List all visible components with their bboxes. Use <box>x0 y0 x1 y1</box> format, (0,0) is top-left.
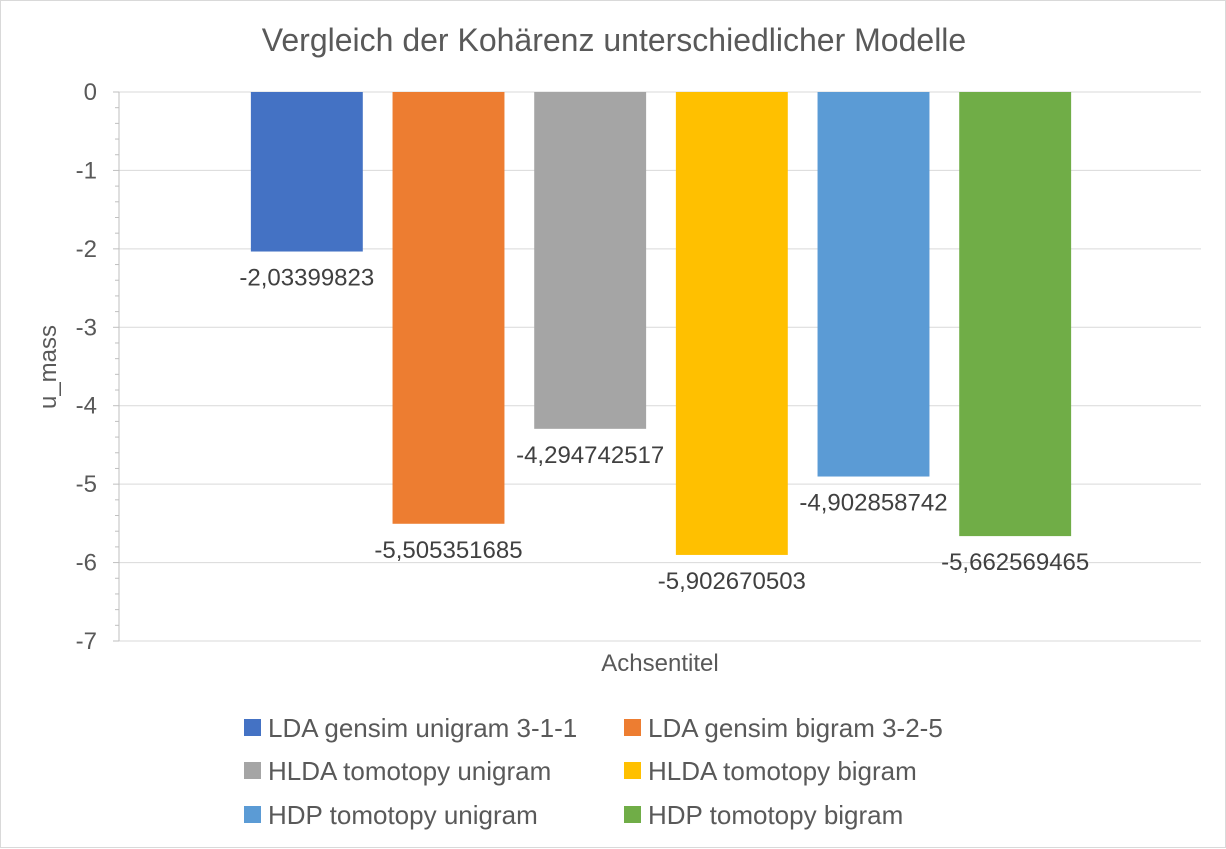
bar <box>534 92 647 429</box>
legend-entry-label: HDP tomotopy bigram <box>648 800 903 830</box>
y-tick-label: -4 <box>76 393 97 420</box>
y-tick-label: -6 <box>76 550 97 577</box>
y-tick-label: -5 <box>76 471 97 498</box>
data-label: -5,505351685 <box>374 537 522 564</box>
bars <box>250 92 1072 555</box>
legend-entry-label: LDA gensim unigram 3-1-1 <box>268 713 577 743</box>
legend-entry-label: HLDA tomotopy bigram <box>648 756 917 786</box>
data-label: -5,662569465 <box>941 549 1089 576</box>
y-tick-label: -2 <box>76 236 97 263</box>
legend-entry-label: HLDA tomotopy unigram <box>268 756 551 786</box>
legend-swatch <box>244 806 261 823</box>
legend-entry-label: HDP tomotopy unigram <box>268 800 538 830</box>
bar <box>817 92 930 477</box>
bar <box>392 92 505 524</box>
legend-swatch <box>244 762 261 779</box>
y-tick-label: 0 <box>84 79 97 106</box>
legend-swatch <box>624 806 641 823</box>
bar <box>675 92 788 555</box>
data-label: -4,294742517 <box>516 442 664 469</box>
data-label: -4,902858742 <box>799 490 947 517</box>
data-label: -2,03399823 <box>239 265 374 292</box>
y-tick-label: -7 <box>76 628 97 655</box>
x-axis-title: Achsentitel <box>601 650 718 677</box>
legend-swatch <box>624 719 641 736</box>
legend-swatch <box>244 719 261 736</box>
legend-entry-label: LDA gensim bigram 3-2-5 <box>648 713 943 743</box>
data-label: -5,902670503 <box>658 568 806 595</box>
y-tick-label: -1 <box>76 157 97 184</box>
data-labels: -2,03399823 -5,505351685 -4,294742517 -5,90… <box>239 265 1089 595</box>
legend-swatch <box>624 762 641 779</box>
bar <box>250 92 363 252</box>
y-axis-ticks: 0 -1 -2 -3 -4 -5 -6 -7 <box>76 79 120 655</box>
y-tick-label: -3 <box>76 314 97 341</box>
legend: LDA gensim unigram 3-1-1 LDA gensim bigra… <box>244 713 943 830</box>
bar <box>959 92 1072 537</box>
y-axis-title: u_mass <box>35 325 62 409</box>
chart-title: Vergleich der Kohärenz unterschiedlicher… <box>262 22 966 58</box>
